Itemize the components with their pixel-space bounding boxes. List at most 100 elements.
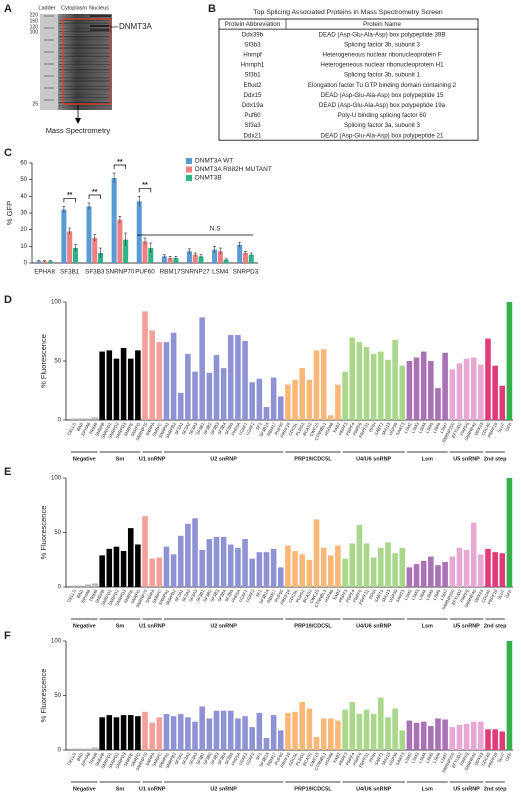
group-label: PRP19/CDC5L (294, 456, 332, 462)
bar (463, 723, 470, 750)
band-label: DNMT3A (119, 22, 153, 31)
table-cell: Puf60 (244, 112, 261, 119)
significance-label: ** (92, 189, 98, 196)
ladder-label: 220 (30, 12, 39, 18)
x-tick-label: SF3B3 (85, 269, 105, 276)
ladder-label: 100 (30, 29, 39, 35)
bar (335, 720, 341, 750)
bar (470, 357, 477, 420)
bar (456, 547, 463, 587)
x-tick-label: LSM3 (410, 421, 420, 434)
bar (363, 543, 370, 587)
y-tick-label: 50 (20, 177, 27, 183)
bar (356, 714, 363, 750)
bar (177, 535, 184, 587)
bar (220, 710, 227, 750)
bar (306, 379, 313, 420)
x-tick-label: BAD (76, 422, 85, 432)
bar (70, 748, 77, 751)
group-label: U2 snRNP (210, 623, 237, 629)
group-label: 2nd step (484, 786, 507, 792)
bar (463, 358, 470, 420)
group-label: PRP19/CDC5L (294, 786, 332, 792)
significance-bracket (113, 164, 127, 169)
bar (392, 553, 398, 587)
bar (192, 254, 198, 263)
y-tick-label: 0 (58, 418, 62, 424)
x-tick-label: SF3A2 (181, 751, 192, 765)
bar (392, 708, 398, 750)
x-tick-label: SNU13 (380, 588, 391, 603)
bar (499, 385, 506, 420)
x-tick-label: SNRPE (123, 589, 134, 605)
bar (470, 721, 477, 750)
x-tick-label: SART3 (395, 421, 406, 436)
x-tick-label: SF3A1 (174, 588, 185, 602)
x-tick-label: LSM2 (403, 421, 413, 434)
bar (413, 722, 420, 750)
x-tick-label: SNRPE (123, 752, 134, 768)
x-tick-label: PRPF6 (352, 588, 363, 603)
x-tick-label: LSM5 (425, 751, 435, 764)
x-tick-label: PPIH (368, 589, 377, 600)
bar (320, 349, 327, 420)
group-label: Lsm (422, 786, 433, 792)
x-tick-label: PLRG1 (295, 588, 306, 603)
x-tick-label: PRPF3 (338, 588, 349, 603)
bar (106, 350, 113, 420)
legend-swatch (186, 158, 192, 164)
bar (135, 350, 141, 420)
bar (442, 352, 448, 420)
x-tick-label: EPHA8 (80, 751, 91, 766)
bar (127, 358, 134, 420)
group-label: U1 snRNP (139, 623, 166, 629)
bar (92, 583, 98, 588)
bar (120, 551, 127, 587)
bar (47, 261, 53, 263)
bar (356, 342, 363, 420)
bar (270, 377, 277, 420)
bar (77, 418, 84, 421)
x-tick-label: SF3B14 (258, 421, 270, 438)
bar (142, 711, 148, 750)
bar (249, 558, 255, 587)
bar (449, 369, 456, 420)
table-cell: Elongation factor Tu GTP binding domain … (308, 82, 457, 89)
arrow-head (75, 118, 81, 124)
table-cell: Sf3b3 (244, 41, 261, 48)
bar (170, 716, 177, 750)
x-tick-label: SF3A2 (181, 421, 192, 435)
table-cell: Hnrnpf (243, 51, 262, 58)
gel-bands (44, 15, 111, 109)
x-tick-label: CDC40 (480, 421, 491, 436)
bar (163, 546, 170, 587)
bar (84, 418, 91, 421)
x-tick-label: SF3A1 (174, 421, 185, 435)
x-tick-label: SNRNP70 (105, 269, 135, 276)
bar (199, 706, 205, 750)
bar (470, 522, 477, 587)
x-tick-label: PLRG1 (295, 751, 306, 766)
x-tick-label: SART1 (373, 588, 384, 603)
bar (285, 545, 291, 587)
x-tick-label: CELLS (66, 589, 77, 603)
x-tick-label: SNU13 (380, 751, 391, 766)
x-tick-label: SF3B5 (224, 421, 235, 435)
table-title: Top Splicing Associated Proteins in Mass… (253, 9, 442, 16)
bar (198, 256, 204, 263)
significance-label: ** (142, 182, 148, 189)
x-tick-label: CDC5L (287, 588, 298, 603)
x-tick-label: CELLS (66, 752, 77, 766)
x-tick-label: DDX23 (473, 421, 484, 436)
x-tick-label: SF1 (255, 421, 263, 431)
legend-label: DNMT3A WT (195, 158, 233, 165)
bar (349, 543, 356, 587)
table-cell: DEAD (Asp-Glu-Ala-Asp) box polypeptide 1… (321, 92, 444, 99)
bar (342, 558, 348, 587)
x-tick-label: SF3B1 (195, 421, 206, 435)
x-tick-label: BCAS2 (302, 421, 313, 436)
bar (306, 708, 313, 750)
x-tick-label: RBM17 (266, 751, 277, 767)
x-tick-label: PPIH (368, 422, 377, 433)
